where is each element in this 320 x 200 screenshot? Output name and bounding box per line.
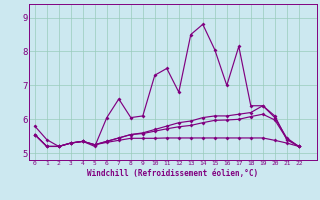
X-axis label: Windchill (Refroidissement éolien,°C): Windchill (Refroidissement éolien,°C) (87, 169, 258, 178)
